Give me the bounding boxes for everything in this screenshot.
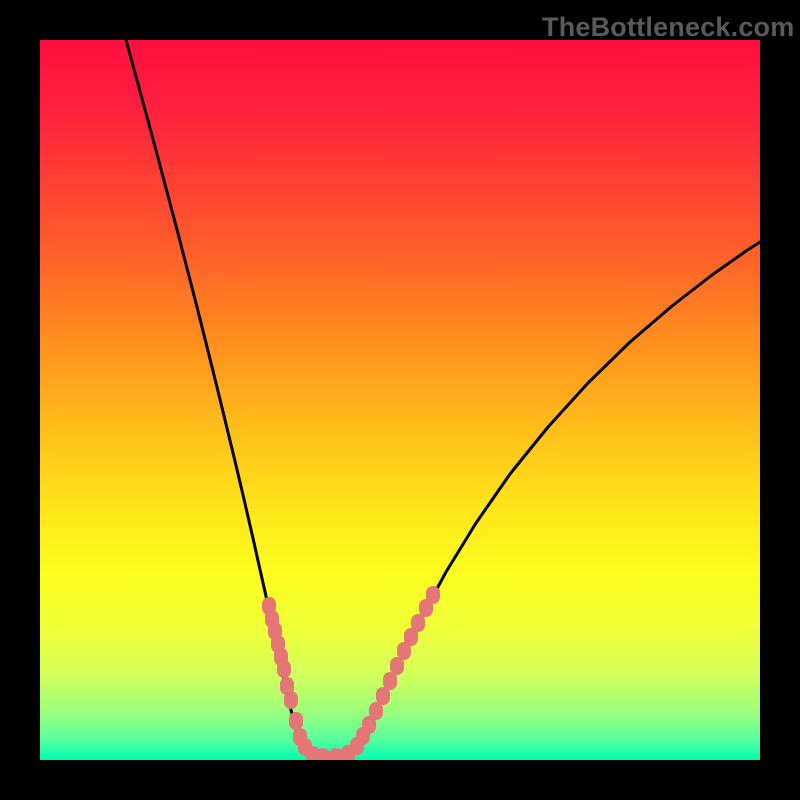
bead bbox=[284, 691, 298, 709]
bead bbox=[277, 660, 291, 678]
watermark-text: TheBottleneck.com bbox=[542, 12, 794, 43]
plot-area bbox=[40, 40, 760, 760]
bead bbox=[316, 748, 330, 760]
bead bbox=[411, 614, 425, 632]
bead bbox=[426, 586, 440, 604]
chart-canvas: TheBottleneck.com bbox=[0, 0, 800, 800]
